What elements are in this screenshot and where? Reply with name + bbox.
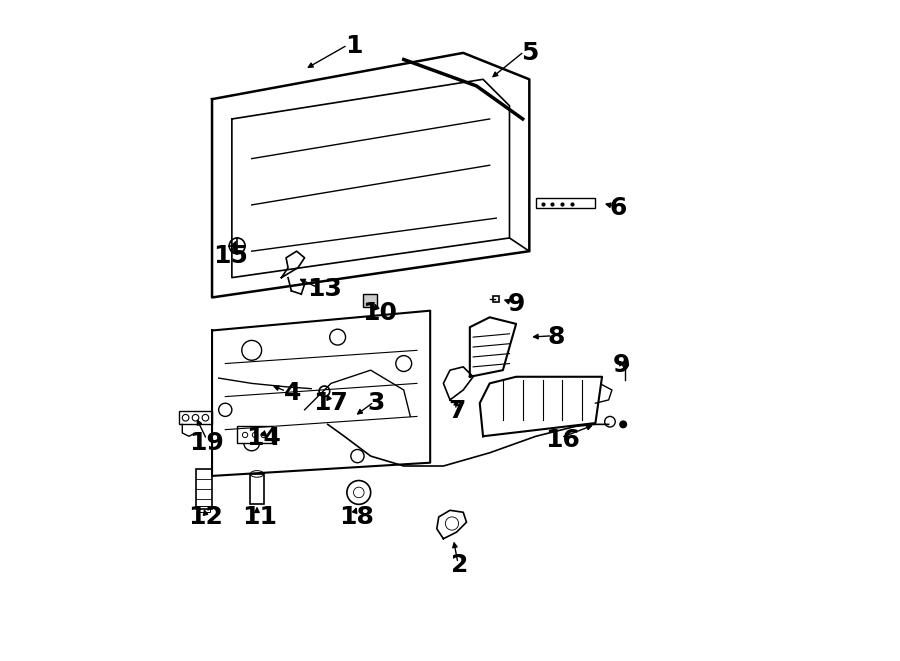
Text: 14: 14: [247, 426, 281, 449]
Text: 12: 12: [188, 505, 223, 529]
Text: 4: 4: [284, 381, 302, 405]
Polygon shape: [536, 198, 596, 208]
Text: 6: 6: [610, 196, 627, 220]
Text: 11: 11: [242, 505, 277, 529]
Text: 1: 1: [346, 34, 363, 58]
Text: 18: 18: [338, 505, 373, 529]
Text: 9: 9: [613, 353, 631, 377]
Text: 8: 8: [547, 325, 564, 349]
Bar: [197, 506, 210, 512]
Bar: [250, 474, 264, 504]
Bar: [195, 469, 212, 509]
Text: 15: 15: [213, 245, 248, 268]
Text: 10: 10: [362, 301, 397, 325]
Text: 13: 13: [307, 277, 342, 301]
Text: 16: 16: [544, 428, 580, 451]
Text: 19: 19: [189, 431, 224, 455]
Text: 17: 17: [313, 391, 348, 415]
Text: 3: 3: [367, 391, 384, 415]
Text: 7: 7: [448, 399, 465, 423]
Text: 9: 9: [508, 292, 525, 316]
Polygon shape: [238, 426, 272, 443]
Polygon shape: [179, 411, 212, 424]
Circle shape: [620, 421, 626, 428]
Text: 5: 5: [520, 41, 538, 65]
Text: 2: 2: [451, 553, 469, 577]
Polygon shape: [363, 294, 377, 307]
